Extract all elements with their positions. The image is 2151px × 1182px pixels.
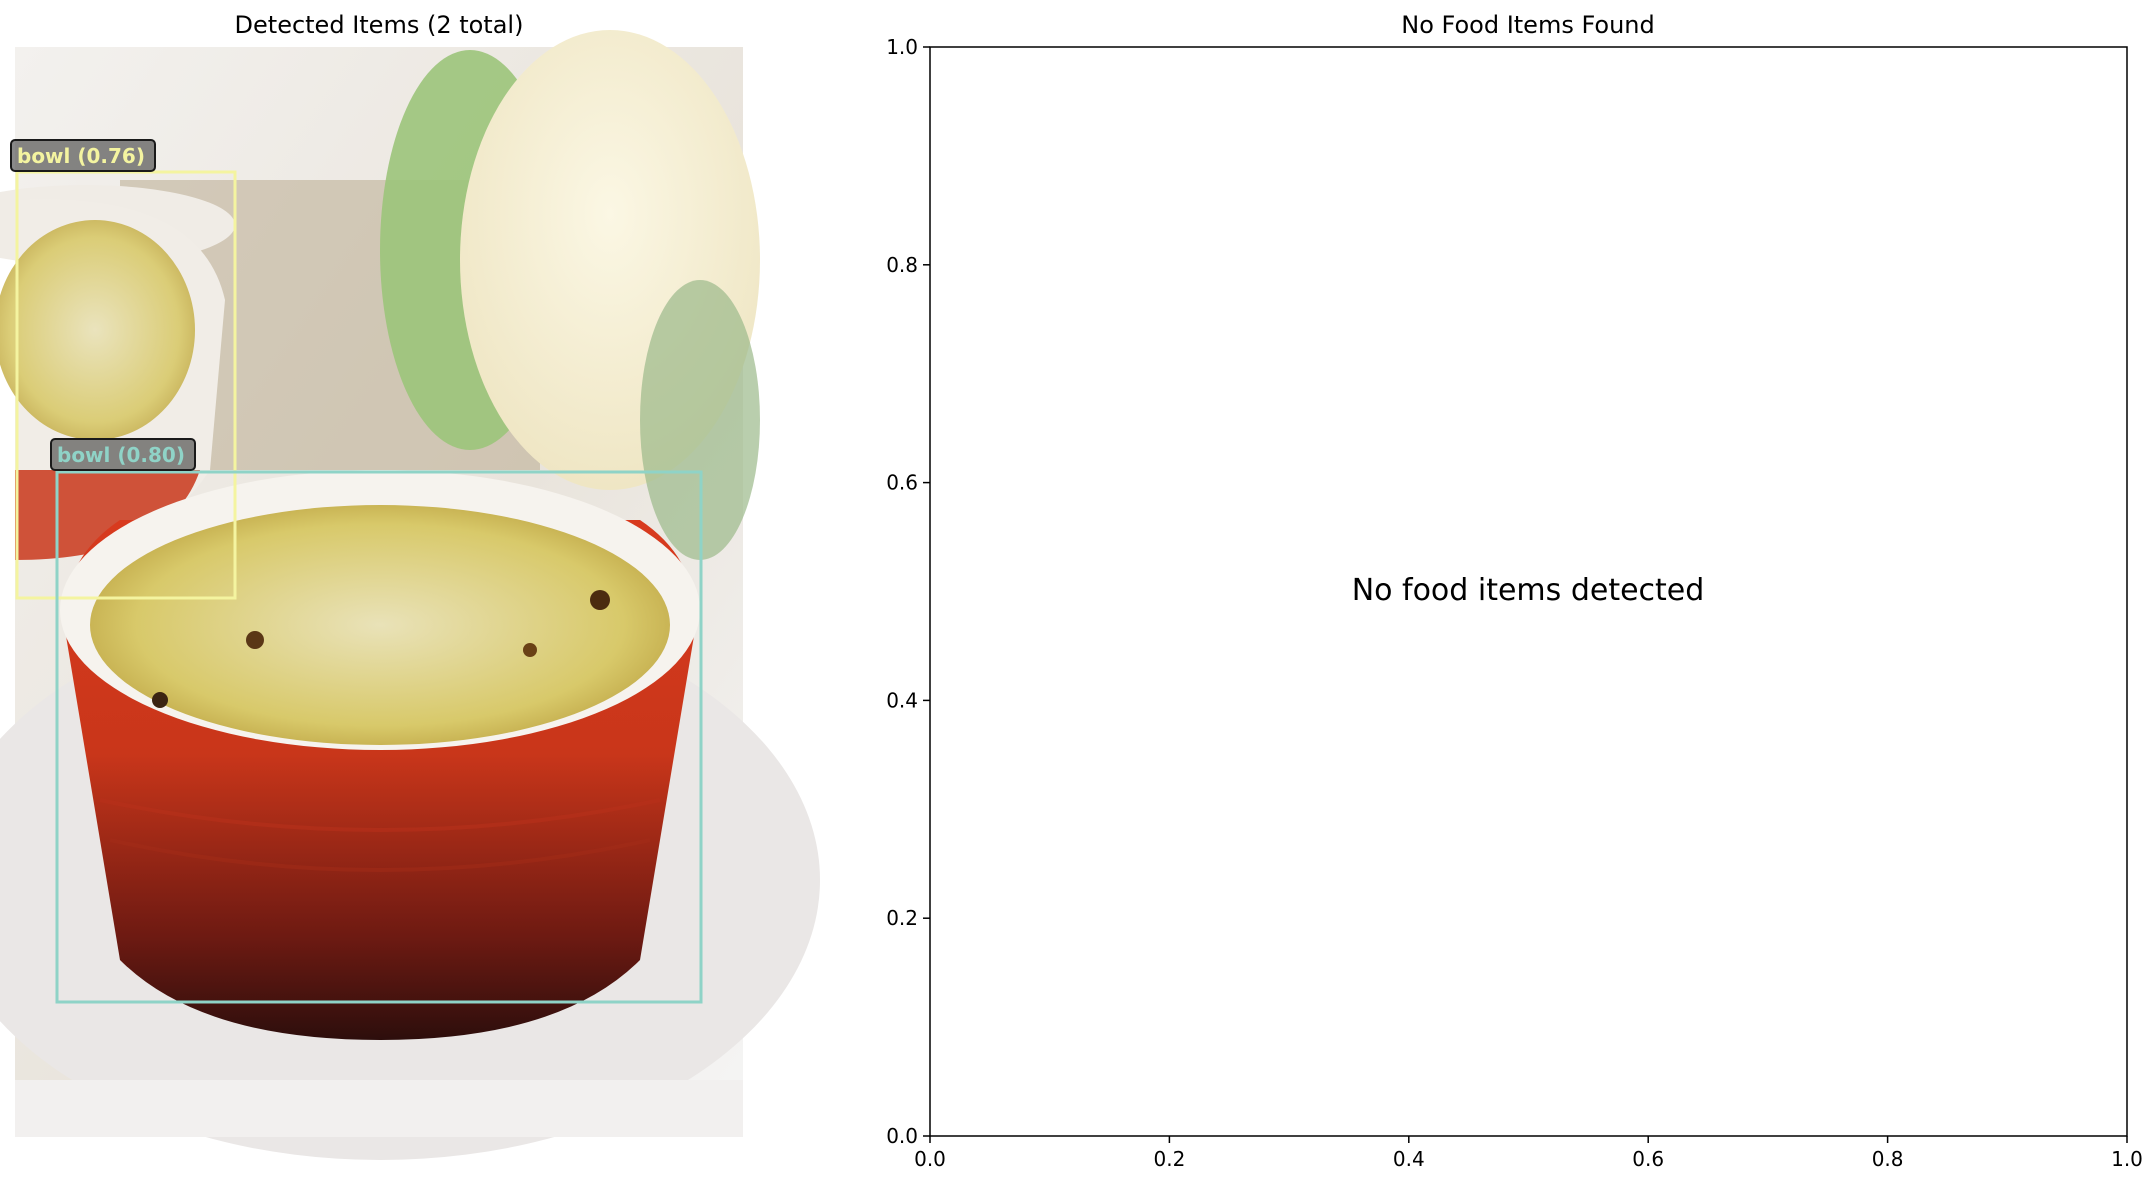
y-tick-label: 1.0 [886,35,918,59]
detection-panel-title: Detected Items (2 total) [235,11,524,39]
y-tick-label: 0.8 [886,253,918,277]
x-tick-label: 0.2 [1153,1147,1185,1171]
detection-label-1: bowl (0.76) [17,144,145,168]
y-tick-label: 0.4 [886,688,918,712]
x-tick-label: 0.8 [1872,1147,1904,1171]
y-tick-label: 0.2 [886,906,918,930]
plot-area [929,46,2128,1137]
y-tick-label: 0.6 [886,471,918,495]
x-tick-label: 0.6 [1632,1147,1664,1171]
y-axis: 0.0 0.2 0.4 0.6 0.8 1.0 [886,35,930,1148]
y-tick-label: 0.0 [886,1124,918,1148]
results-panel: No Food Items Found 0.0 0.2 0.4 0.6 0.8 1.0 0… [886,11,2143,1171]
empty-message: No food items detected [1352,573,1705,608]
x-tick-label: 0.4 [1393,1147,1425,1171]
detection-box-1: bowl (0.76) [10,139,237,600]
food-photo [0,30,820,1160]
detection-panel: Detected Items (2 total) [0,11,820,1160]
x-tick-label: 0.0 [914,1147,946,1171]
detection-box-2: bowl (0.80) [50,438,703,1004]
x-tick-label: 1.0 [2111,1147,2143,1171]
detection-label-2: bowl (0.80) [57,443,185,467]
results-panel-title: No Food Items Found [1401,11,1655,39]
x-axis: 0.0 0.2 0.4 0.6 0.8 1.0 [914,1136,2143,1171]
